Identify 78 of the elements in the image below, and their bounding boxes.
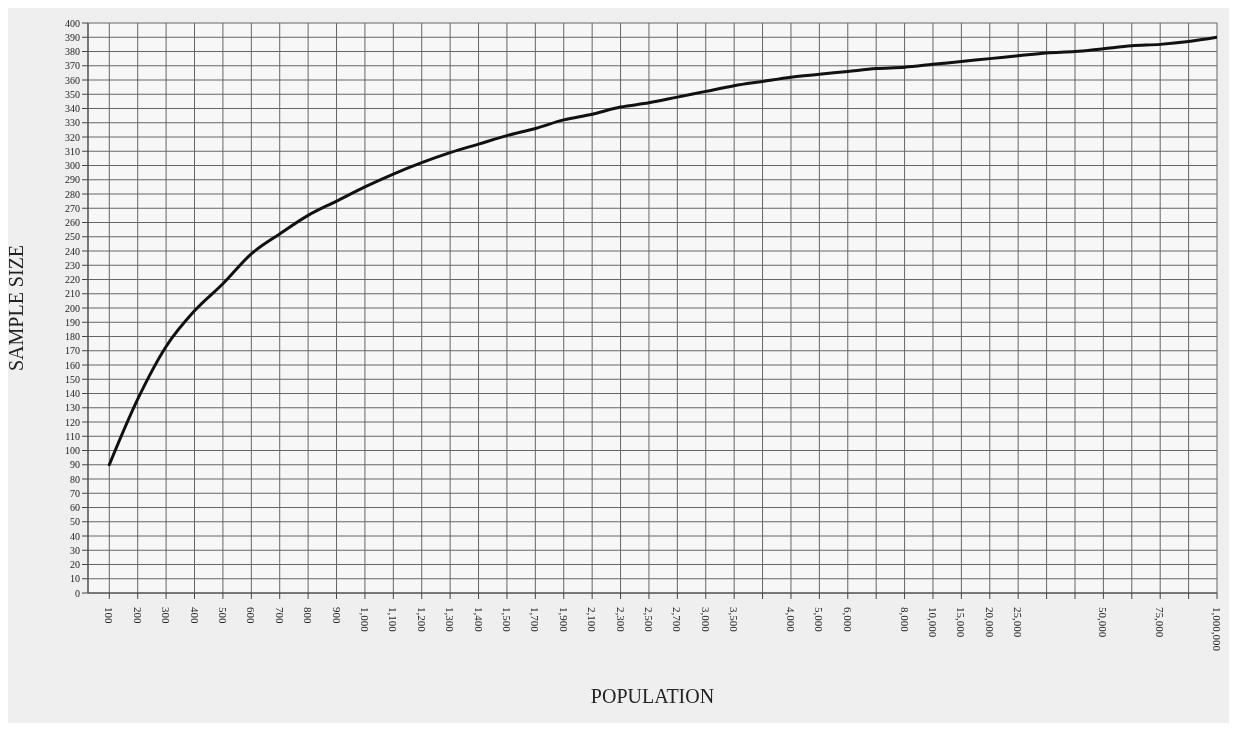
y-tick-label: 210 [65,288,80,300]
x-tick-label: 1,100 [387,607,400,633]
x-tick-label: 1,300 [444,607,457,633]
y-tick-label: 400 [65,17,80,29]
y-tick-label: 140 [65,388,80,400]
y-tick-label: 380 [65,46,80,58]
x-tick-label: 10,000 [926,607,939,638]
x-tick-label: 400 [188,607,201,624]
y-tick-label: 70 [70,487,80,499]
y-tick-label: 80 [70,473,80,485]
y-tick-label: 160 [65,359,80,371]
x-tick-label: 300 [160,607,173,624]
y-tick-label: 350 [65,88,80,100]
x-tick-label: 75,000 [1154,607,1167,638]
x-tick-label: 900 [330,607,343,624]
x-tick-label: 600 [245,607,258,624]
y-tick-label: 360 [65,74,80,86]
y-tick-label: 260 [65,217,80,229]
x-tick-label: 20,000 [983,607,996,638]
y-tick-label: 370 [65,60,80,72]
x-tick-label: 800 [302,607,315,624]
x-tick-label: 6,000 [841,607,854,633]
x-tick-label: 3,000 [699,607,712,633]
x-tick-label: 2,100 [586,607,599,633]
y-tick-label: 20 [70,559,80,571]
x-tick-label: 50,000 [1097,607,1110,638]
y-tick-label: 390 [65,31,80,43]
y-tick-label: 340 [65,103,80,115]
x-tick-label: 1,000,000 [1211,607,1223,652]
x-tick-label: 3,500 [728,607,741,633]
y-tick-label: 310 [65,145,80,157]
y-tick-label: 50 [70,516,80,528]
y-tick-label: 300 [65,160,80,172]
x-tick-label: 500 [216,607,229,624]
x-tick-label: 5,000 [813,607,826,633]
line-series [107,35,1217,467]
y-tick-label: 130 [65,402,80,414]
y-tick-label: 240 [65,245,80,257]
x-tick-label: 200 [131,607,144,624]
x-tick-label: 1,900 [557,607,570,633]
y-tick-label: 0 [75,587,80,599]
x-tick-label: 1,000 [358,607,371,633]
y-tick-label: 320 [65,131,80,143]
x-tick-label: 25,000 [1012,607,1025,638]
y-tick-label: 280 [65,188,80,200]
y-tick-label: 90 [70,459,80,471]
y-tick-label: 180 [65,331,80,343]
x-tick-label: 2,700 [671,607,684,633]
x-tick-label: 1,400 [472,607,485,633]
y-tick-label: 290 [65,174,80,186]
x-tick-label: 8,000 [898,607,911,633]
x-tick-label: 100 [103,607,116,624]
x-tick-label: 4,000 [784,607,797,633]
x-tick-label: 700 [273,607,286,624]
x-tick-label: 2,300 [614,607,627,633]
y-tick-label: 250 [65,231,80,243]
x-tick-label: 15,000 [955,607,968,638]
y-tick-label: 120 [65,416,80,428]
x-axis-title: POPULATION [590,685,715,707]
y-tick-label: 40 [70,530,80,542]
y-tick-label: 190 [65,316,80,328]
y-tick-label: 220 [65,274,80,286]
y-tick-label: 150 [65,373,80,385]
y-tick-label: 110 [65,430,80,442]
y-tick-label: 60 [70,502,80,514]
y-tick-label: 100 [65,445,80,457]
y-tick-label: 200 [65,302,80,314]
y-tick-label: 30 [70,544,80,556]
y-tick-label: 330 [65,117,80,129]
y-tick-label: 270 [65,202,80,214]
y-tick-label: 170 [65,345,80,357]
x-tick-label: 2,500 [642,607,655,633]
y-axis-title: SAMPLE SIZE [5,244,28,372]
x-tick-label: 1,700 [529,607,542,633]
x-tick-label: 1,500 [500,607,513,633]
x-tick-label: 1,200 [415,607,428,633]
y-tick-label: 10 [70,573,80,585]
y-tick-label: 230 [65,259,80,271]
